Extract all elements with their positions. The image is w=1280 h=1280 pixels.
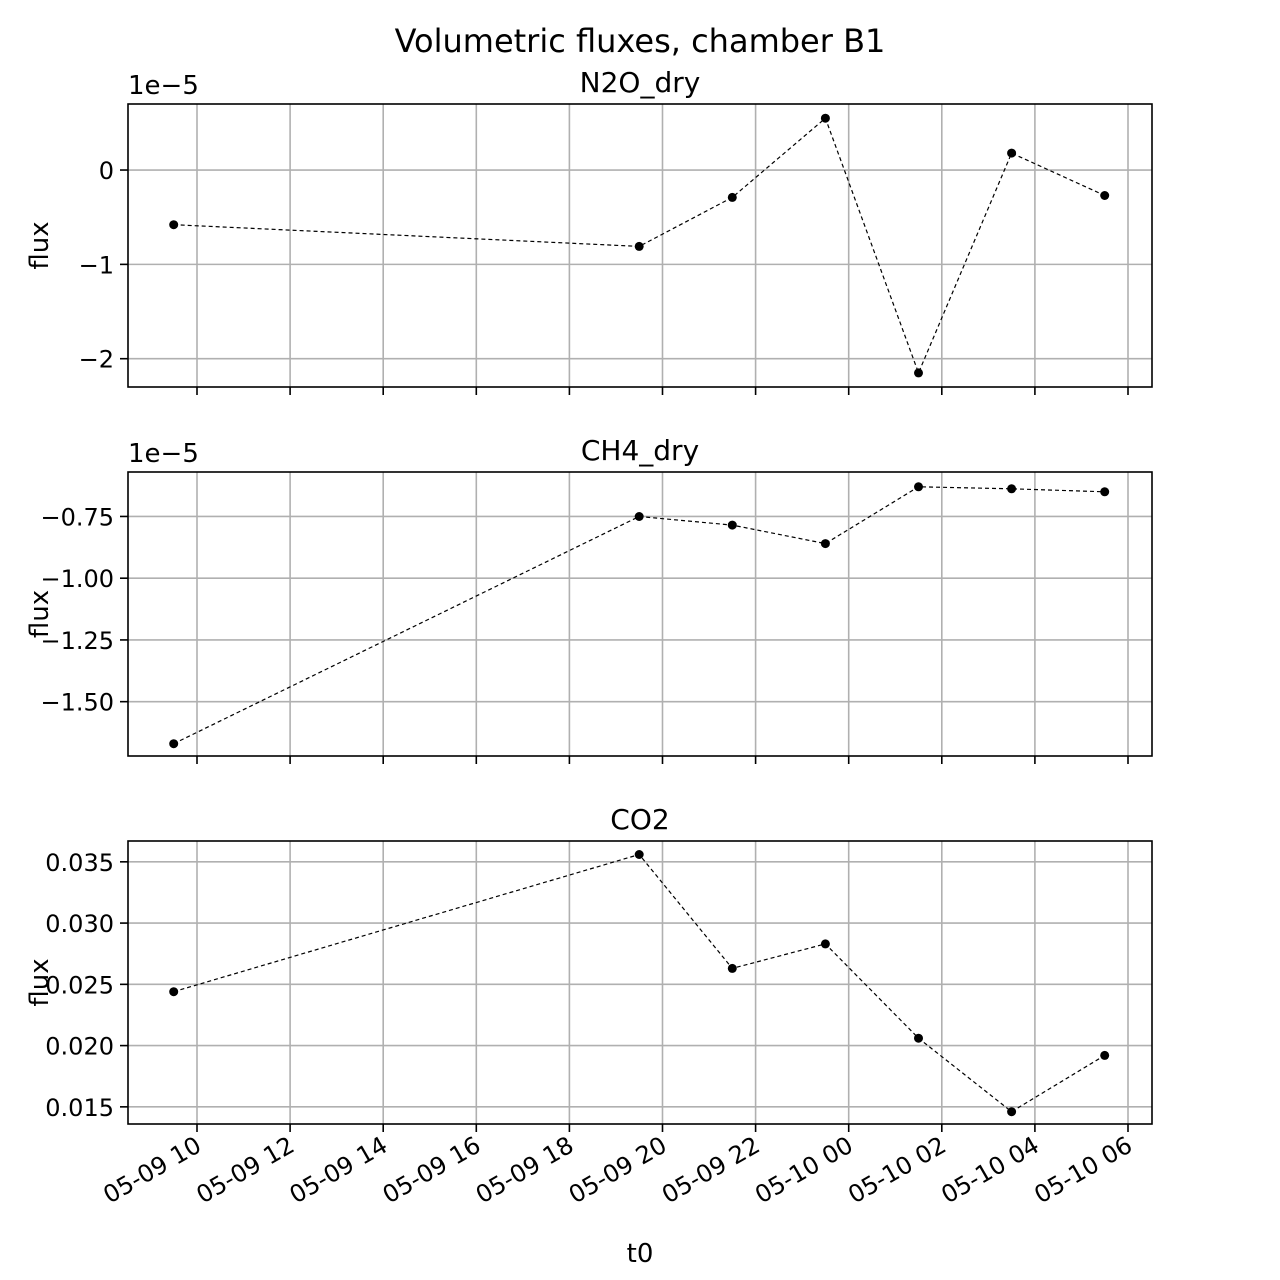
data-point (169, 987, 179, 997)
data-point (1100, 487, 1110, 497)
data-point (820, 539, 830, 549)
data-point (914, 482, 923, 492)
subplot-title: CO2 (610, 803, 669, 836)
data-point (727, 963, 737, 973)
data-point (1007, 148, 1017, 158)
y-tick-label: −1 (79, 251, 114, 279)
data-point (634, 850, 644, 859)
data-point (1100, 191, 1110, 200)
y-tick-label: 0.020 (45, 1033, 114, 1061)
data-point (634, 241, 644, 251)
y-axis-label: flux (25, 590, 55, 638)
data-point (914, 368, 923, 378)
y-tick-label: −2 (79, 346, 114, 374)
axes-frame (127, 840, 1153, 1125)
data-point (820, 939, 830, 949)
y-axis-label: flux (25, 221, 55, 269)
y-tick-label: 0.030 (45, 910, 114, 938)
data-point (169, 220, 179, 230)
y-offset-text: 1e−5 (128, 439, 199, 469)
y-offset-text: 1e−5 (128, 71, 199, 101)
y-tick-label: −0.75 (40, 503, 114, 531)
subplot-1: 0 −1 −2 N2O_dry 1e−5 flux (25, 66, 1153, 395)
data-point (1007, 484, 1017, 494)
subplot-2: −0.75 −1.00 −1.25 −1.50 CH4_dry 1e−5 flux (25, 434, 1153, 764)
y-tick-label: 0.025 (45, 971, 114, 999)
y-tick-label: −1.50 (40, 689, 114, 717)
y-tick-label: 0.015 (45, 1094, 114, 1122)
data-point (820, 113, 830, 123)
data-point (169, 739, 179, 749)
y-axis-label: flux (25, 958, 55, 1006)
data-point (727, 192, 737, 202)
axes-frame (127, 103, 1153, 388)
data-point (914, 1033, 923, 1043)
subplot-title: N2O_dry (580, 66, 701, 99)
data-point (634, 512, 644, 521)
data-point (1007, 1107, 1017, 1117)
figure-title: Volumetric fluxes, chamber B1 (395, 22, 886, 60)
data-point (727, 520, 737, 530)
x-axis-label: t0 (627, 1239, 654, 1269)
y-tick-label: 0 (99, 157, 114, 185)
axes-frame (127, 471, 1153, 757)
y-tick-label: 0.035 (45, 849, 114, 877)
y-tick-label: −1.25 (40, 627, 114, 655)
subplot-title: CH4_dry (581, 434, 699, 467)
y-tick-label: −1.00 (40, 565, 114, 593)
data-point (1100, 1050, 1110, 1060)
